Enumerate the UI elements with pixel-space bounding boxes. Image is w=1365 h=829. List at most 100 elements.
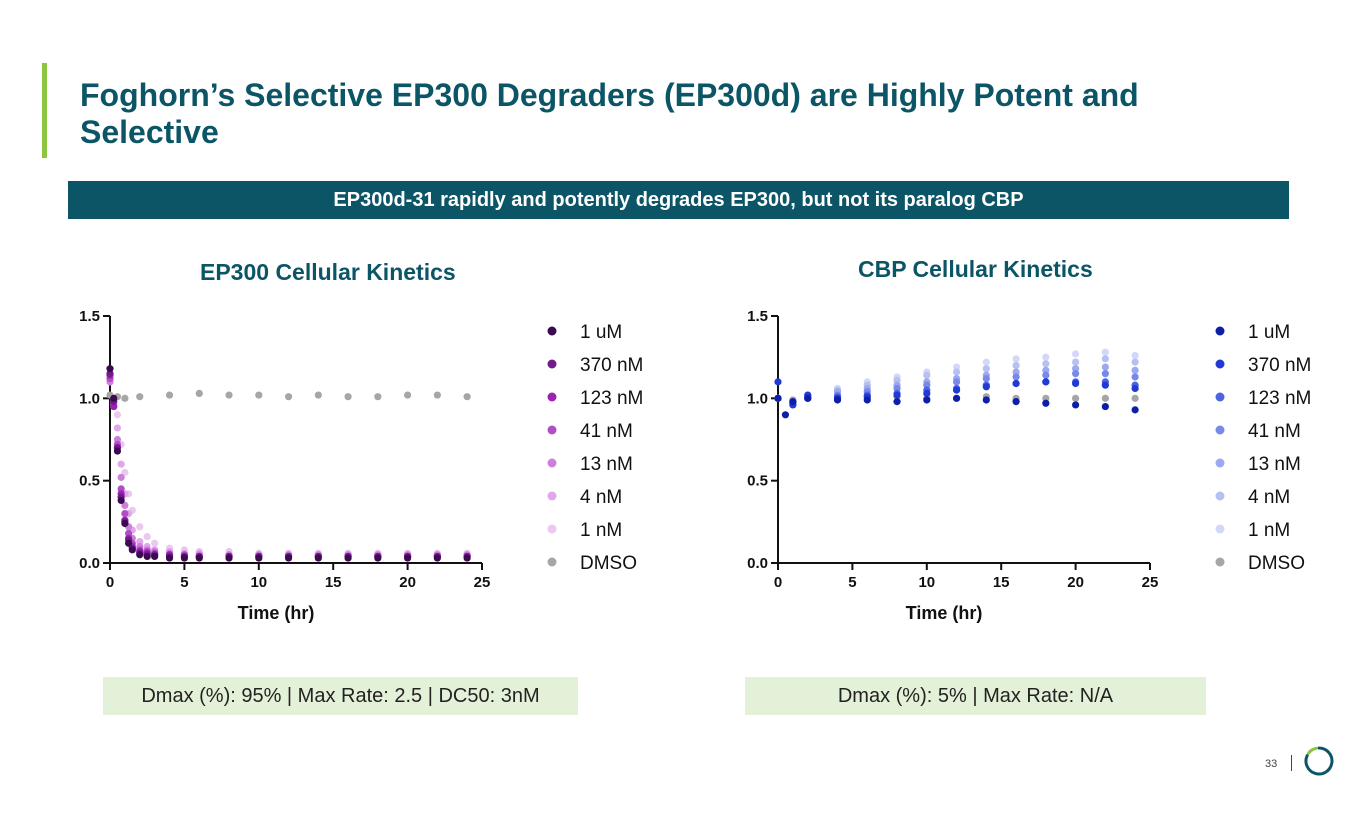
cbp-data-point	[952, 386, 961, 394]
ep300-legend-label: 1 uM	[580, 322, 622, 343]
cbp-data-point	[923, 389, 931, 397]
cbp-data-point	[893, 376, 901, 384]
cbp-data-point	[789, 398, 797, 406]
ep300-data-point	[314, 391, 322, 399]
cbp-data-point	[1101, 348, 1109, 356]
page-number: 33	[1265, 758, 1278, 770]
ep300-summary: Dmax (%): 95% | Max Rate: 2.5 | DC50: 3n…	[103, 677, 578, 715]
footer-divider	[1291, 755, 1292, 771]
ep300-data-point	[121, 468, 129, 477]
ep300-legend-label: 4 nM	[580, 487, 622, 508]
ep300-data-point	[106, 370, 114, 378]
cbp-data-point	[1072, 370, 1080, 378]
cbp-y-tick-label: 0.5	[747, 473, 768, 490]
ep300-data-point	[117, 485, 125, 493]
cbp-data-point	[952, 378, 961, 386]
cbp-data-point	[1131, 406, 1139, 414]
subtitle-banner: EP300d-31 rapidly and potently degrades …	[68, 181, 1289, 219]
ep300-data-point	[195, 554, 203, 562]
ep300-data-point	[125, 529, 133, 537]
cbp-data-point	[1072, 401, 1080, 409]
cbp-data-point	[1131, 366, 1139, 374]
cbp-data-point	[982, 374, 990, 383]
cbp-series-7	[774, 394, 1139, 419]
cbp-summary: Dmax (%): 5% | Max Rate: N/A	[745, 677, 1206, 715]
ep300-legend-marker	[547, 524, 557, 534]
cbp-data-point	[1101, 370, 1109, 378]
cbp-data-point	[1072, 358, 1080, 366]
ep300-legend-marker	[547, 359, 557, 369]
cbp-legend-marker	[1215, 491, 1225, 501]
cbp-legend-marker	[1215, 458, 1225, 468]
cbp-data-point	[1072, 350, 1080, 358]
ep300-legend-marker	[547, 491, 557, 501]
cbp-data-point	[893, 391, 901, 399]
ep300-x-axis-label: Time (hr)	[238, 603, 315, 623]
cbp-legend-label: 1 nM	[1248, 520, 1290, 541]
cbp-legend-label: 1 uM	[1248, 322, 1290, 343]
cbp-data-point	[1042, 360, 1050, 368]
cbp-data-point	[893, 398, 901, 406]
cbp-data-point	[1131, 384, 1139, 393]
ep300-data-point	[136, 523, 144, 531]
cbp-data-point	[982, 365, 990, 373]
ep300-data-point	[404, 554, 412, 562]
cbp-data-point	[1131, 358, 1139, 366]
cbp-data-point	[833, 396, 842, 404]
ep300-legend-label: 13 nM	[580, 454, 633, 475]
cbp-data-point	[1131, 373, 1139, 381]
ep300-y-tick-label: 1.5	[79, 308, 100, 325]
cbp-data-point	[1131, 351, 1139, 360]
cbp-x-tick-label: 5	[848, 574, 856, 591]
ep300-data-point	[374, 554, 382, 562]
cbp-y-tick-label: 0.0	[747, 555, 768, 572]
cbp-data-point	[1012, 355, 1020, 363]
cbp-y-tick-label: 1.0	[747, 390, 768, 407]
ep300-series-2	[106, 378, 471, 559]
cbp-x-tick-label: 15	[993, 574, 1010, 591]
cbp-y-tick-label: 1.5	[747, 308, 768, 325]
ep300-series-4	[106, 374, 471, 561]
cbp-data-point	[1012, 361, 1020, 369]
ep300-data-point	[113, 435, 122, 444]
ep300-data-point	[113, 411, 122, 419]
ep300-data-point	[113, 424, 122, 432]
ep300-y-tick-label: 0.5	[79, 473, 100, 490]
ep300-legend-marker	[547, 326, 557, 336]
cbp-data-point	[923, 396, 931, 404]
cbp-legend-marker	[1215, 326, 1225, 336]
ep300-data-point	[143, 533, 151, 541]
ep300-legend-label: DMSO	[580, 553, 637, 574]
ep300-legend-marker	[547, 425, 557, 435]
cbp-data-point	[1042, 399, 1050, 407]
ep300-legend-label: 41 nM	[580, 421, 633, 442]
ep300-data-point	[151, 539, 159, 547]
ep300-data-point	[225, 554, 233, 562]
cbp-data-point	[982, 383, 990, 391]
ep300-data-point	[136, 393, 144, 401]
ep300-y-tick-label: 0.0	[79, 555, 100, 572]
ep300-x-tick-label: 0	[106, 574, 114, 591]
cbp-legend-label: 123 nM	[1248, 388, 1311, 409]
ep300-data-point	[463, 393, 471, 401]
ep300-data-point	[128, 546, 136, 554]
cbp-x-tick-label: 0	[774, 574, 782, 591]
ep300-series-3	[106, 378, 471, 559]
ep300-data-point	[404, 391, 412, 399]
ep300-x-tick-label: 15	[325, 574, 342, 591]
cbp-data-point	[774, 378, 782, 386]
ep300-data-point	[284, 393, 293, 401]
ep300-data-point	[121, 394, 129, 402]
ep300-series-1	[106, 374, 471, 557]
cbp-data-point	[1101, 394, 1109, 402]
ep300-data-point	[117, 496, 125, 505]
foghorn-logo-icon	[1304, 746, 1334, 776]
cbp-chart-title: CBP Cellular Kinetics	[858, 256, 1093, 282]
ep300-data-point	[374, 393, 382, 401]
ep300-data-point	[165, 391, 174, 399]
cbp-data-point	[893, 384, 901, 393]
cbp-legend-marker	[1215, 425, 1225, 435]
cbp-legend-marker	[1215, 392, 1225, 402]
cbp-data-point	[1101, 381, 1109, 389]
cbp-legend-label: DMSO	[1248, 553, 1305, 574]
